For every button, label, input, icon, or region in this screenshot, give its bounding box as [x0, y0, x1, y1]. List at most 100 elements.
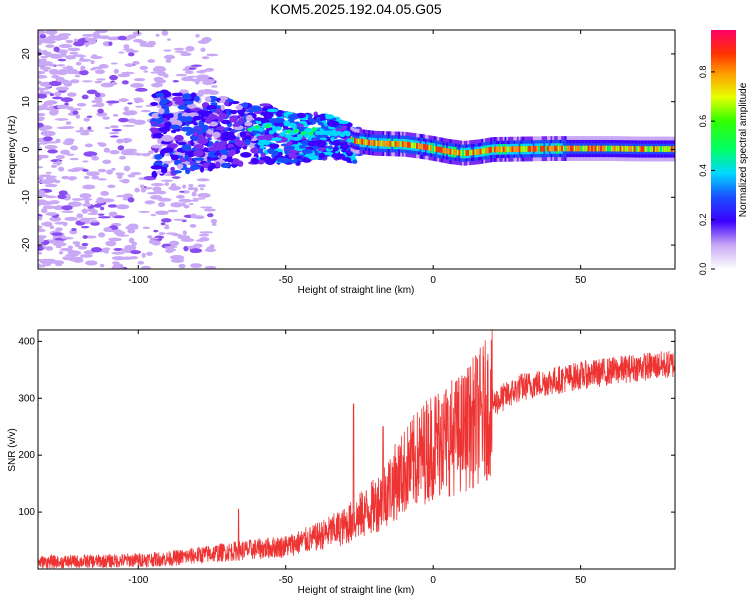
- spectrogram-cell: [150, 165, 163, 170]
- spectrogram-cell: [275, 110, 284, 117]
- spectrogram-cell: [573, 145, 576, 152]
- spectrogram-cell: [644, 146, 647, 152]
- spectrogram-cell: [143, 70, 149, 73]
- spectrogram-cell: [472, 149, 475, 156]
- spectrogram-cell: [147, 150, 154, 155]
- spectrogram-cell: [259, 103, 272, 107]
- spectrogram-cell: [91, 175, 100, 180]
- spectrogram-cell: [39, 66, 52, 71]
- spectrogram-cell: [178, 263, 186, 269]
- spectrogram-cell: [79, 193, 92, 199]
- spectrogram-cell: [189, 224, 197, 228]
- spectrogram-cell: [104, 126, 111, 130]
- spectrogram-cell: [298, 120, 307, 124]
- spectrogram-cell: [205, 67, 215, 72]
- spectrogram-cell: [38, 193, 47, 198]
- spectrogram-cell: [271, 153, 276, 159]
- spectrogram-cell: [180, 238, 195, 242]
- spectrogram-cell: [327, 120, 340, 128]
- spectrogram-cell: [65, 65, 72, 70]
- spectrogram-cell: [204, 110, 213, 115]
- spectrogram-cell: [387, 140, 390, 147]
- spectrogram-cell: [589, 145, 592, 152]
- spectrogram-cell: [82, 168, 89, 172]
- spectrogram-cell: [40, 208, 48, 214]
- spectrogram-cell: [44, 84, 52, 88]
- spectrogram-cell: [69, 79, 80, 84]
- colorbar: 0.0 0.2 0.4 0.6 0.8 Normalized spectral ampl…: [698, 30, 749, 275]
- spectrogram-cell: [147, 40, 157, 46]
- spectrogram-cell: [185, 131, 192, 136]
- spectrogram-cell: [206, 246, 212, 251]
- spectrogram-cell: [272, 117, 285, 123]
- spectrogram-cell: [132, 61, 140, 65]
- spectrogram-cell: [260, 152, 266, 158]
- spectrogram-cell: [485, 147, 488, 154]
- y-tick-label: 100: [18, 507, 35, 518]
- spectrogram-cell: [155, 210, 169, 216]
- spectrogram-cell: [174, 134, 184, 142]
- spectrogram-cell: [257, 159, 265, 165]
- spectrogram-cell: [42, 49, 48, 56]
- spectrogram-cell: [103, 147, 111, 153]
- x-tick-label: -50: [278, 575, 293, 586]
- spectrogram-cell: [669, 146, 672, 152]
- spectrogram-cell: [69, 51, 79, 55]
- y-tick-label: 400: [18, 336, 35, 347]
- spectrogram-cell: [193, 187, 199, 193]
- spectrogram-cell: [578, 145, 582, 152]
- spectrogram-cell: [89, 68, 96, 71]
- spectrogram-cell: [499, 146, 502, 153]
- spectrogram-cells: [38, 30, 675, 269]
- spectrogram-cell: [107, 184, 116, 189]
- spectrogram-cell: [191, 191, 197, 197]
- spectrogram-cell: [56, 64, 66, 67]
- spectrogram-cell: [419, 143, 422, 150]
- colorbar-tick-label: 0.4: [698, 164, 708, 177]
- spectrogram-cell: [575, 145, 578, 152]
- spectrogram-cell: [212, 131, 221, 139]
- spectrogram-cell: [181, 76, 194, 82]
- spectrogram-cell: [536, 145, 539, 152]
- spectrogram-cell: [193, 144, 204, 150]
- spectrogram-cell: [587, 145, 590, 152]
- spectrogram-cell: [127, 197, 135, 203]
- spectrogram-cell: [449, 148, 452, 155]
- spectrogram-cell: [478, 148, 481, 155]
- spectrogram-cell: [492, 146, 495, 153]
- y-tick-label: 20: [21, 48, 32, 60]
- spectrogram-cell: [451, 149, 454, 155]
- spectrogram-cell: [65, 55, 77, 60]
- spectrogram-cell: [158, 232, 166, 236]
- spectrogram-cell: [38, 112, 46, 117]
- spectrogram-cell: [191, 199, 199, 202]
- spectrogram-cell: [55, 76, 65, 83]
- spectrogram-cell: [497, 146, 500, 153]
- spectrogram-y-ticks: -20 -10 0 10 20: [21, 48, 675, 252]
- spectrogram-cell: [48, 68, 60, 75]
- spectrogram-cell: [38, 215, 43, 221]
- spectrogram-cell: [630, 146, 633, 152]
- spectrogram-cell: [50, 53, 63, 59]
- spectrogram-cell: [370, 139, 373, 146]
- spectrogram-cell: [45, 212, 58, 216]
- spectrogram-cell: [75, 130, 84, 133]
- spectrogram-cell: [64, 197, 71, 201]
- spectrogram-cell: [460, 150, 463, 156]
- spectrogram-cell: [192, 157, 205, 161]
- spectrogram-cell: [196, 74, 210, 80]
- spectrogram-cell: [51, 232, 63, 236]
- spectrogram-cell: [100, 191, 110, 196]
- spectrogram-cell: [121, 178, 130, 184]
- spectrogram-cell: [38, 200, 42, 207]
- spectrogram-cell: [85, 202, 90, 207]
- spectrogram-cell: [93, 203, 102, 208]
- spectrogram-cell: [150, 102, 159, 106]
- spectrogram-cell: [94, 69, 106, 75]
- spectrogram-cell: [467, 149, 470, 156]
- spectrogram-cell: [289, 159, 298, 164]
- spectrogram-cell: [80, 225, 90, 229]
- spectrogram-cell: [112, 113, 119, 117]
- spectrogram-cell: [479, 148, 482, 155]
